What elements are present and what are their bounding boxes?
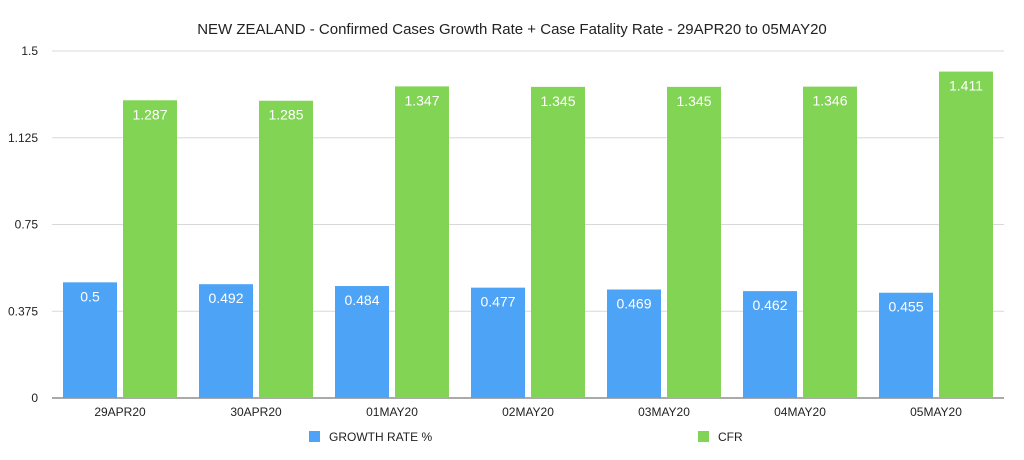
bar-value-label: 1.285 bbox=[268, 107, 303, 123]
chart-title: NEW ZEALAND - Confirmed Cases Growth Rat… bbox=[197, 21, 827, 38]
legend-swatch bbox=[309, 431, 320, 442]
y-tick-label: 0 bbox=[31, 391, 38, 405]
bars: 0.5 1.287 0.492 1.285 0.484 1.347 0.477 1.345 0.… bbox=[63, 71, 993, 399]
grid-lines bbox=[52, 50, 1004, 399]
bar-value-label: 1.345 bbox=[540, 93, 575, 109]
bar-cfr-03may20 bbox=[667, 86, 721, 399]
bar-value-label: 0.492 bbox=[208, 290, 243, 306]
legend: GROWTH RATE % CFR bbox=[309, 430, 743, 444]
bar-value-label: 1.346 bbox=[812, 93, 847, 109]
bar-growth-rate-03may20 bbox=[607, 289, 661, 398]
bar-value-label: 1.345 bbox=[676, 93, 711, 109]
bar-value-label: 1.411 bbox=[949, 78, 983, 94]
bar-cfr-01may20 bbox=[395, 86, 449, 399]
bar-cfr-04may20 bbox=[803, 86, 857, 398]
x-tick-label: 01MAY20 bbox=[366, 405, 418, 419]
bar-value-label: 0.469 bbox=[616, 296, 651, 312]
bar-value-label: 0.5 bbox=[80, 288, 100, 304]
bar-growth-rate-01may20 bbox=[335, 286, 389, 398]
bar-growth-rate-02may20 bbox=[471, 287, 525, 398]
x-tick-label: 03MAY20 bbox=[638, 405, 690, 419]
bar-growth-rate-30apr20 bbox=[199, 284, 253, 398]
legend-label: CFR bbox=[718, 430, 743, 444]
x-axis-ticks: 29APR20 30APR20 01MAY20 02MAY20 03MAY20 04MAY… bbox=[94, 405, 962, 419]
bar-value-label: 0.455 bbox=[888, 299, 923, 315]
bar-growth-rate-04may20 bbox=[743, 291, 797, 398]
bar-cfr-05may20 bbox=[939, 71, 993, 398]
bar-value-label: 0.477 bbox=[480, 294, 515, 310]
bar-value-label: 0.462 bbox=[752, 297, 787, 313]
bar-growth-rate-29apr20 bbox=[63, 282, 117, 398]
y-tick-label: 0.75 bbox=[15, 218, 39, 232]
bar-value-label: 0.484 bbox=[344, 292, 379, 308]
x-tick-label: 29APR20 bbox=[94, 405, 146, 419]
x-tick-label: 02MAY20 bbox=[502, 405, 554, 419]
x-tick-label: 05MAY20 bbox=[910, 405, 962, 419]
legend-swatch bbox=[698, 431, 709, 442]
bar-cfr-29apr20 bbox=[123, 100, 177, 399]
y-tick-label: 0.375 bbox=[8, 304, 38, 318]
bar-value-label: 1.287 bbox=[132, 106, 167, 122]
y-tick-label: 1.125 bbox=[8, 131, 38, 145]
x-tick-label: 30APR20 bbox=[230, 405, 282, 419]
bar-cfr-02may20 bbox=[531, 86, 585, 399]
x-tick-label: 04MAY20 bbox=[774, 405, 826, 419]
bar-value-label: 1.347 bbox=[404, 92, 439, 108]
y-tick-label: 1.5 bbox=[21, 44, 38, 58]
bar-growth-rate-05may20 bbox=[879, 292, 933, 398]
bar-cfr-30apr20 bbox=[259, 100, 313, 398]
y-axis-ticks: 0 0.375 0.75 1.125 1.5 bbox=[8, 44, 38, 405]
legend-label: GROWTH RATE % bbox=[329, 430, 432, 444]
